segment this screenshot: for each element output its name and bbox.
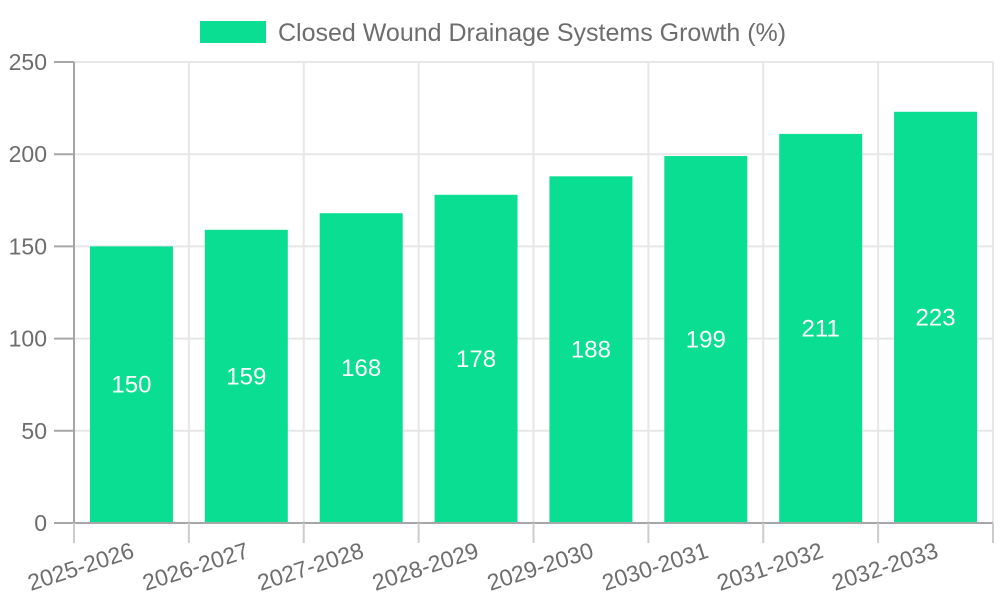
x-tick-label: 2029-2030 [484,537,597,596]
bar-value-label: 168 [341,355,381,382]
bar-value-label: 223 [916,304,956,331]
x-axis-ticks [73,523,994,543]
x-tick-label: 2030-2031 [599,537,712,596]
x-tick-label: 2028-2029 [369,537,482,596]
y-axis-ticks [54,61,74,524]
bar-value-label: 188 [571,337,611,364]
x-tick-label: 2031-2032 [714,537,827,596]
bar-value-label: 150 [111,372,151,399]
y-tick-label: 250 [9,49,47,75]
x-tick-label: 2032-2033 [828,537,941,596]
y-tick-label: 50 [21,418,47,444]
y-axis-labels: 0 50 100 150 200 250 [9,49,47,536]
x-tick-label: 2026-2027 [139,537,252,596]
y-tick-label: 0 [34,510,47,536]
x-tick-label: 2027-2028 [254,537,367,596]
y-tick-label: 150 [9,233,47,259]
y-tick-label: 100 [9,326,47,352]
bar-series [89,111,978,524]
bar-value-label: 211 [802,315,840,342]
bar[interactable] [549,176,633,523]
bar[interactable] [779,133,863,523]
bar-value-labels: 150 159 168 178 188 199 211 223 [111,304,955,398]
legend-label: Closed Wound Drainage Systems Growth (%) [278,19,786,47]
bar[interactable] [894,111,978,524]
x-axis-labels: 2025-2026 2026-2027 2027-2028 2028-2029 2029… [24,537,941,596]
bar-value-label: 178 [456,346,496,373]
legend[interactable]: Closed Wound Drainage Systems Growth (%) [200,19,786,47]
y-tick-label: 200 [9,141,47,167]
bar[interactable] [434,194,518,523]
bar-value-label: 199 [686,327,726,354]
bar-value-label: 159 [226,363,266,390]
bar[interactable] [204,229,288,523]
bar[interactable] [664,156,748,523]
legend-swatch-icon[interactable] [200,21,266,43]
x-tick-label: 2025-2026 [24,537,137,596]
bar[interactable] [319,213,403,523]
bar[interactable] [89,246,173,523]
